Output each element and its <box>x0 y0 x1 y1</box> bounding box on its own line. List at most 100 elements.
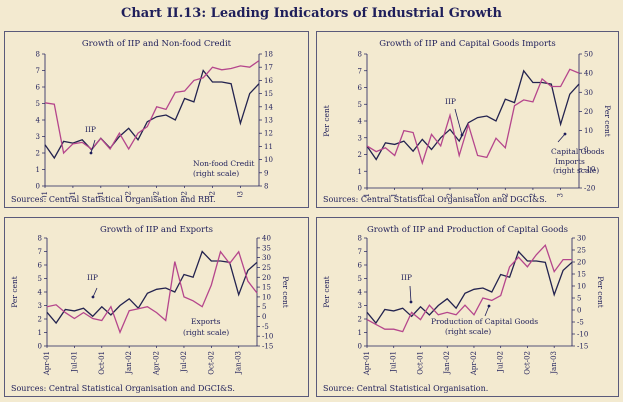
x-tick-label: Jul-01 <box>69 191 77 197</box>
annotation-pointer-head <box>409 300 413 304</box>
left-tick-label: 2 <box>358 151 362 159</box>
chart-title: Growth of IIP and Exports <box>100 225 213 235</box>
right-tick-label: 15 <box>262 284 271 292</box>
x-tick-label: Jan-02 <box>443 351 451 375</box>
x-tick-label: Jan-02 <box>125 351 133 375</box>
right-tick-label: 20 <box>577 259 586 267</box>
x-tick-label: Jan-02 <box>125 191 133 197</box>
x-tick-label: Oct-02 <box>523 351 531 375</box>
chart-iip-capital-goods-production: Growth of IIP and Production of Capital … <box>322 225 605 376</box>
x-tick-label: Jan-02 <box>446 193 454 197</box>
right-tick-label: 9 <box>264 169 268 177</box>
x-tick-label: Jul-01 <box>390 351 398 373</box>
x-tick-label: Apr-02 <box>153 191 161 197</box>
page-title: Chart II.13: Leading Indicators of Indus… <box>120 6 503 21</box>
right-tick-label: 5 <box>262 303 266 311</box>
right-tick-label: 8 <box>264 183 268 191</box>
right-tick-label: 10 <box>264 156 273 164</box>
right-tick-label: 30 <box>262 254 271 262</box>
left-tick-label: 0 <box>358 343 362 351</box>
series-line-other <box>366 243 572 333</box>
right-tick-label: -20 <box>584 185 595 193</box>
series-annotation: Imports <box>555 157 585 166</box>
x-tick-label: Jan-03 <box>550 351 558 375</box>
right-tick-label: 14 <box>264 103 273 111</box>
right-tick-label: 10 <box>577 283 586 291</box>
right-tick-label: -5 <box>262 323 269 331</box>
right-tick-label: 20 <box>262 274 271 282</box>
x-tick-label: Apr-01 <box>41 191 49 197</box>
annotation-pointer-head <box>563 132 567 136</box>
x-tick-label: Oct-02 <box>208 191 216 197</box>
left-tick-label: 3 <box>36 133 40 141</box>
right-tick-label: 18 <box>264 51 273 59</box>
right-tick-label: 15 <box>264 90 273 98</box>
left-tick-label: 7 <box>358 67 362 75</box>
left-tick-label: 0 <box>36 183 40 191</box>
left-tick-label: 8 <box>358 51 362 59</box>
left-axis-label: Per cent <box>322 105 331 137</box>
series-line-iip <box>366 69 580 161</box>
right-tick-label: 35 <box>262 244 271 252</box>
x-tick-label: Jul-02 <box>180 351 188 373</box>
right-tick-label: -15 <box>262 343 273 351</box>
iip-annotation: IIP <box>445 97 456 106</box>
right-tick-label: 30 <box>584 89 593 97</box>
series-annotation: Exports <box>191 317 221 326</box>
left-tick-label: 3 <box>38 302 42 310</box>
series-annotation: (right scale) <box>193 169 239 178</box>
iip-annotation: IIP <box>401 273 412 282</box>
iip-annotation: IIP <box>85 125 96 134</box>
x-tick-label: Oct-01 <box>418 193 426 197</box>
x-tick-label: Jan-03 <box>557 193 565 197</box>
series-line-other <box>46 250 258 335</box>
annotation-pointer <box>484 305 490 317</box>
left-tick-label: 2 <box>38 316 42 324</box>
left-tick-label: 8 <box>38 235 42 243</box>
x-tick-label: Oct-02 <box>207 351 215 375</box>
series-annotation: (right scale) <box>183 328 229 337</box>
series-line-other <box>366 68 580 166</box>
series-line-iip <box>46 250 258 325</box>
right-axis-label: Per cent <box>603 105 612 137</box>
x-tick-label: Oct-01 <box>97 191 105 197</box>
annotation-pointer <box>454 108 463 136</box>
right-tick-label: 12 <box>264 130 273 138</box>
right-tick-label: 13 <box>264 117 273 125</box>
chart-iip-nonfood-credit: Growth of IIP and Non-food Credit0123456… <box>36 39 274 197</box>
left-tick-label: 0 <box>358 185 362 193</box>
x-tick-label: Apr-01 <box>43 351 51 376</box>
chart-title: Growth of IIP and Capital Goods Imports <box>379 39 556 49</box>
left-tick-label: 6 <box>358 262 363 270</box>
right-axis-label: Per cent <box>596 276 605 308</box>
chart-source: Sources: Central Statistical Organisatio… <box>323 195 547 204</box>
right-tick-label: -10 <box>584 165 595 173</box>
chart-panel-iip-exports: Growth of IIP and Exports 0 1 2 3 4 5 6 7 8 -15 -10… <box>4 217 309 397</box>
chart-title: Growth of IIP and Production of Capital … <box>367 225 568 235</box>
x-tick-label: Oct-01 <box>416 351 424 375</box>
left-tick-label: 1 <box>358 168 362 176</box>
right-tick-label: 11 <box>264 143 273 151</box>
series-annotation: Production of Capital Goods <box>431 317 538 326</box>
right-tick-label: 40 <box>262 235 271 243</box>
series-annotation: (right scale) <box>445 327 491 336</box>
right-tick-label: 0 <box>577 307 581 315</box>
right-axis-label: Per cent <box>281 276 290 308</box>
chart-panel-iip-capital-goods-production: Growth of IIP and Production of Capital … <box>316 217 619 397</box>
right-tick-label: 50 <box>584 51 593 59</box>
chart-source: Sources: Central Statistical Organisatio… <box>11 384 235 393</box>
left-tick-label: 0 <box>38 343 42 351</box>
right-tick-label: -5 <box>577 319 584 327</box>
right-tick-label: 25 <box>262 264 271 272</box>
left-tick-label: 3 <box>358 134 362 142</box>
right-tick-label: -10 <box>262 333 273 341</box>
left-tick-label: 7 <box>36 67 40 75</box>
series-line-other <box>44 60 260 155</box>
right-tick-label: 0 <box>262 313 266 321</box>
annotation-pointer-head <box>89 151 93 155</box>
left-tick-label: 5 <box>36 100 40 108</box>
left-tick-label: 1 <box>38 329 42 337</box>
left-tick-label: 6 <box>358 84 363 92</box>
left-tick-label: 2 <box>358 316 362 324</box>
x-tick-label: Jul-02 <box>497 351 505 373</box>
